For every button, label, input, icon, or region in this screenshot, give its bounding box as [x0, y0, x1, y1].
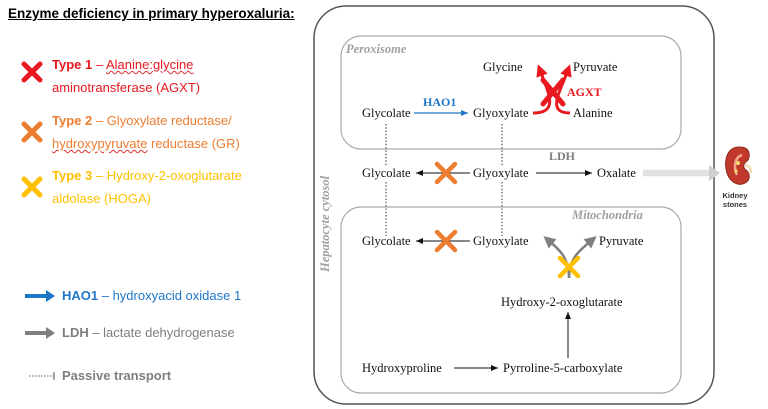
glyoxylate-mito-node: Glyoxylate [473, 234, 529, 248]
mitochondria-box [340, 206, 682, 394]
alanine-node: Alanine [573, 106, 613, 120]
type2-x-icon [21, 121, 43, 143]
legend-ldh: LDH – lactate dehydrogenase [62, 325, 235, 340]
legend-title: Enzyme deficiency in primary hyperoxalur… [8, 6, 295, 21]
type3-x-icon [21, 176, 43, 198]
passive-transport-lines [385, 124, 503, 236]
legend-type3: Type 3 – Hydroxy-2-oxoglutarate aldolase… [52, 168, 242, 206]
glycolate-mito-node: Glycolate [362, 234, 411, 248]
pyrroline-node: Pyrroline-5-carboxylate [503, 361, 623, 375]
peroxisome-label: Peroxisome [346, 42, 407, 56]
hoga-arrow-to-pyruvate [567, 236, 597, 279]
gr-deficiency-x-icon-cytosol [434, 161, 458, 185]
legend-type2: Type 2 – Glyoxylate reductase/ hydroxypy… [52, 113, 240, 151]
kidney-label-2: stones [723, 200, 747, 209]
gr-deficiency-x-icon-mito [434, 229, 458, 253]
glycolate-perox-node: Glycolate [362, 106, 411, 120]
blue-arrow-icon [25, 290, 55, 302]
glyoxylate-perox-node: Glyoxylate [473, 106, 529, 120]
glyoxylate-cyt-node: Glyoxylate [473, 166, 529, 180]
cytosol-box [313, 5, 715, 405]
glycolate-cyt-node: Glycolate [362, 166, 411, 180]
pyruvate-perox-node: Pyruvate [573, 60, 618, 74]
glycine-node: Glycine [483, 60, 523, 74]
agxt-label: AGXT [567, 85, 602, 99]
mitochondria-label: Mitochondria [571, 208, 643, 222]
gray-arrow-icon [25, 327, 55, 339]
hoga-deficiency-x-icon [557, 255, 581, 279]
oxalate-node: Oxalate [597, 166, 636, 180]
hydroxyproline-node: Hydroxyproline [362, 361, 442, 375]
kidney-icon [725, 146, 752, 185]
ldh-label: LDH [549, 149, 576, 163]
dotted-arrow-icon [29, 372, 55, 380]
legend-passive: Passive transport [62, 368, 172, 383]
agxt-arrow-to-glycine [532, 64, 552, 115]
type1-x-icon [21, 61, 43, 83]
pyruvate-mito-node: Pyruvate [599, 234, 644, 248]
legend-type1: Type 1 – Alanine:glycine aminotransferas… [52, 57, 201, 95]
hydroxy-oxoglutarate-node: Hydroxy-2-oxoglutarate [501, 295, 623, 309]
cytosol-label: Hepatocyte cytosol [318, 175, 332, 273]
agxt-deficiency-x-icon [540, 77, 566, 107]
kidney-label-1: Kidney [722, 191, 748, 200]
legend-hao1: HAO1 – hydroxyacid oxidase 1 [62, 288, 242, 303]
hao1-label: HAO1 [423, 95, 456, 109]
oxalate-to-kidney-arrow [643, 165, 720, 181]
peroxisome-box [340, 35, 682, 150]
